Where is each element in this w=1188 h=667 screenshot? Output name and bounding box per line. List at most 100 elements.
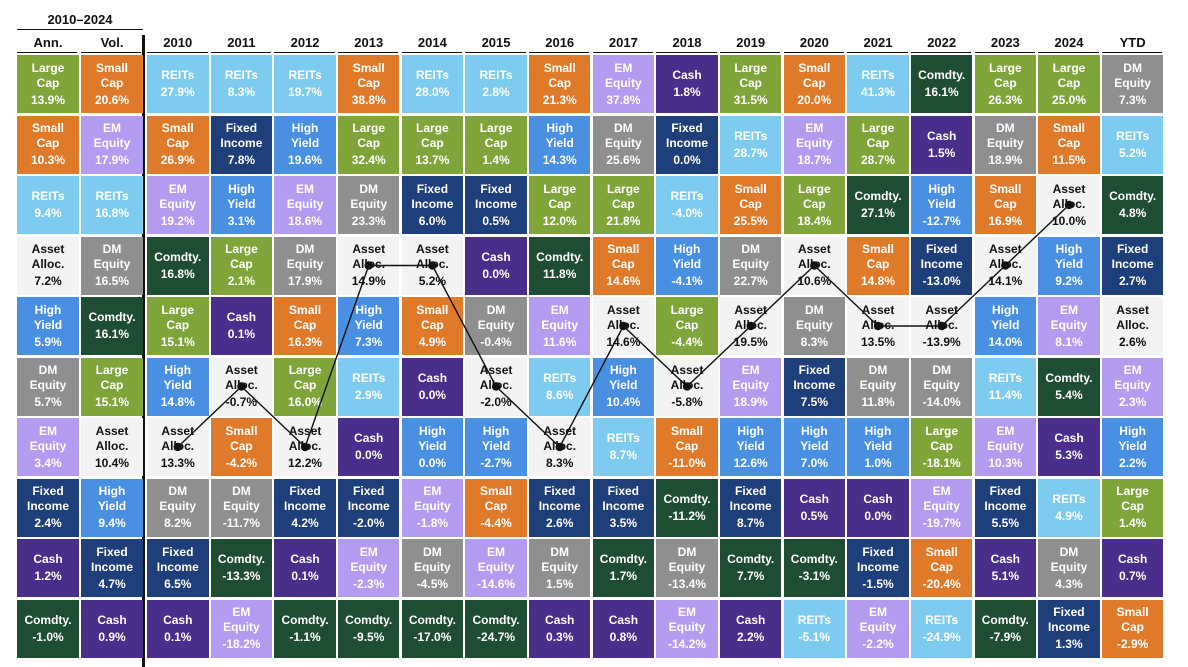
cell-2013-cash: Cash 0.0% xyxy=(337,418,400,476)
return-value: 21.3% xyxy=(542,92,577,107)
asset-label: DM Equity xyxy=(986,121,1024,150)
cell-2017-em-equity: EM Equity 37.8% xyxy=(592,55,655,113)
asset-label: Comdty. xyxy=(154,249,202,264)
asset-label: Asset Alloc. xyxy=(1052,181,1086,211)
vol-cell-small-cap: Small Cap 20.6% xyxy=(81,55,143,113)
asset-label: REITs xyxy=(1052,491,1086,506)
return-value: -9.5% xyxy=(353,629,385,644)
return-value: 7.5% xyxy=(800,395,829,409)
asset-label: EM Equity xyxy=(859,605,897,634)
asset-label: Small Cap xyxy=(607,242,640,271)
return-value: 16.0% xyxy=(288,395,323,409)
asset-label: Fixed Income xyxy=(984,484,1027,513)
cell-2014-large-cap: Large Cap 13.7% xyxy=(401,115,464,174)
vol-cell-comdty: Comdty. 16.1% xyxy=(81,297,143,355)
cell-2010-em-equity: EM Equity 19.2% xyxy=(147,176,209,234)
return-value: 0.0% xyxy=(355,448,383,462)
year-header-underline xyxy=(910,52,972,53)
return-value: -4.1% xyxy=(671,274,703,288)
asset-label: Fixed Income xyxy=(856,544,899,574)
cell-2014-fixed-income: Fixed Income 6.0% xyxy=(401,176,464,234)
return-value: 1.5% xyxy=(546,576,574,591)
cell-2015-cash: Cash 0.0% xyxy=(465,236,527,295)
return-value: 8.3% xyxy=(227,85,256,99)
year-header-underline xyxy=(528,52,590,53)
return-value: -11.0% xyxy=(668,455,706,470)
asset-label: EM Equity xyxy=(93,121,131,150)
cell-2017-comdty: Comdty. 1.7% xyxy=(592,539,655,597)
asset-label: High Yield xyxy=(863,423,893,453)
return-value: 6.5% xyxy=(164,576,192,591)
cell-2019-large-cap: Large Cap 31.5% xyxy=(719,55,782,113)
return-value: 19.5% xyxy=(733,334,768,349)
cell-2010-high-yield: High Yield 14.8% xyxy=(147,357,209,416)
year-header-underline xyxy=(719,52,781,53)
cell-2011-dm-equity: DM Equity -11.7% xyxy=(210,478,273,537)
cell-2012-em-equity: EM Equity 18.6% xyxy=(274,176,336,234)
return-value: 4.9% xyxy=(418,334,447,349)
cell-2017-high-yield: High Yield 10.4% xyxy=(592,357,655,416)
cell-2023-em-equity: EM Equity 10.3% xyxy=(974,418,1037,476)
cell-2022-comdty: Comdty. 16.1% xyxy=(910,55,973,113)
return-value: -12.7% xyxy=(922,213,961,228)
return-value: 8.3% xyxy=(546,455,574,470)
cell-2016-dm-equity: DM Equity 1.5% xyxy=(528,539,591,597)
cell-2020-cash: Cash 0.5% xyxy=(783,478,846,537)
return-value: 13.5% xyxy=(860,334,896,349)
asset-label: Comdty. xyxy=(472,612,520,627)
cell-2022-reits: REITs -24.9% xyxy=(910,599,973,658)
return-value: 5.4% xyxy=(1055,387,1083,402)
cell-2012-comdty: Comdty. -1.1% xyxy=(274,599,336,658)
asset-label: EM Equity xyxy=(29,423,67,453)
cell-2019-cash: Cash 2.2% xyxy=(719,599,782,658)
return-value: -4.4% xyxy=(671,334,703,349)
asset-label: Comdty. xyxy=(408,612,456,627)
return-value: -11.2% xyxy=(668,508,706,523)
return-value: 10.6% xyxy=(797,274,832,288)
return-value: -2.9% xyxy=(1116,637,1149,651)
cell-2021-cash: Cash 0.0% xyxy=(847,478,909,537)
cell-2022-asset-alloc: Asset Alloc. -13.9% xyxy=(910,297,973,355)
return-value: 0.1% xyxy=(164,629,192,644)
return-value: 11.4% xyxy=(988,387,1023,402)
asset-label: Asset Alloc. xyxy=(607,302,640,332)
asset-label: Small Cap xyxy=(416,302,449,332)
cell-2016-large-cap: Large Cap 12.0% xyxy=(528,176,591,234)
cell-2016-small-cap: Small Cap 21.3% xyxy=(528,55,591,113)
return-value: 0.0% xyxy=(418,455,447,470)
return-value: 11.5% xyxy=(1052,153,1086,167)
return-value: -13.9% xyxy=(922,334,961,349)
cell-2014-reits: REITs 28.0% xyxy=(401,55,464,113)
asset-label: Small Cap xyxy=(989,181,1022,211)
cell-2017-dm-equity: DM Equity 25.6% xyxy=(592,115,655,174)
asset-label: Comdty. xyxy=(663,491,711,506)
year-header-ytd: YTD xyxy=(1119,35,1146,50)
cell-2010-large-cap: Large Cap 15.1% xyxy=(147,297,209,355)
cell-2016-high-yield: High Yield 14.3% xyxy=(528,115,591,174)
cell-2015-comdty: Comdty. -24.7% xyxy=(465,599,527,658)
cell-2010-small-cap: Small Cap 26.9% xyxy=(147,115,209,174)
asset-label: DM Equity xyxy=(668,544,706,574)
return-value: 2.3% xyxy=(1118,395,1147,409)
return-value: -14.0% xyxy=(922,395,961,409)
return-value: 2.2% xyxy=(1118,455,1147,470)
cell-2018-small-cap: Small Cap -11.0% xyxy=(656,418,718,476)
cell-2024-high-yield: High Yield 9.2% xyxy=(1038,236,1100,295)
return-value: -13.3% xyxy=(222,569,261,583)
return-value: 14.8% xyxy=(860,274,896,288)
cell-2011-cash: Cash 0.1% xyxy=(210,297,273,355)
return-value: -13.0% xyxy=(922,274,961,288)
cell-2021-large-cap: Large Cap 28.7% xyxy=(847,115,909,174)
return-value: -19.7% xyxy=(922,516,961,530)
asset-label: Large Cap xyxy=(988,60,1022,90)
asset-label: High Yield xyxy=(481,423,511,453)
asset-label: High Yield xyxy=(1118,423,1147,453)
asset-label: DM Equity xyxy=(923,363,960,392)
cell-2017-cash: Cash 0.8% xyxy=(592,599,655,658)
return-value: 9.4% xyxy=(98,516,126,530)
cell-2021-dm-equity: DM Equity 11.8% xyxy=(847,357,909,416)
return-value: 16.8% xyxy=(94,206,130,220)
asset-label: DM Equity xyxy=(223,484,260,513)
return-value: 0.5% xyxy=(482,213,510,228)
asset-label: Cash xyxy=(863,491,893,506)
